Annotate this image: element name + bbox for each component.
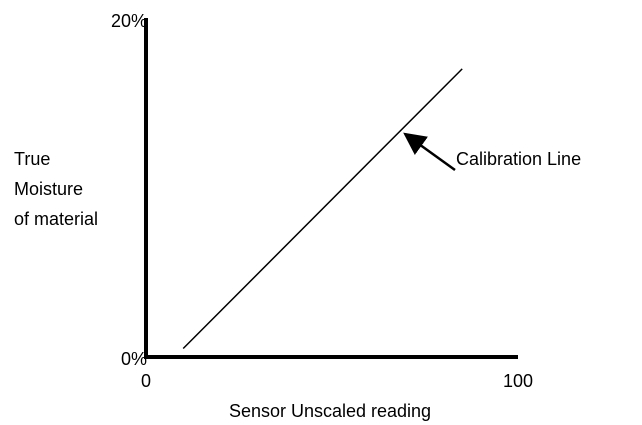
calibration-line (182, 68, 463, 350)
y-tick-label: 0% (121, 349, 147, 369)
x-tick-label: 100 (503, 371, 533, 391)
x-tick-label: 0 (141, 371, 151, 391)
y-axis-label: of material (14, 209, 98, 229)
y-axis-label: True (14, 149, 50, 169)
y-axis-label: Moisture (14, 179, 83, 199)
x-axis-label: Sensor Unscaled reading (229, 401, 431, 421)
y-tick-label: 20% (111, 11, 147, 31)
annotation: Calibration Line (456, 149, 581, 169)
annotation-arrow (403, 132, 456, 172)
